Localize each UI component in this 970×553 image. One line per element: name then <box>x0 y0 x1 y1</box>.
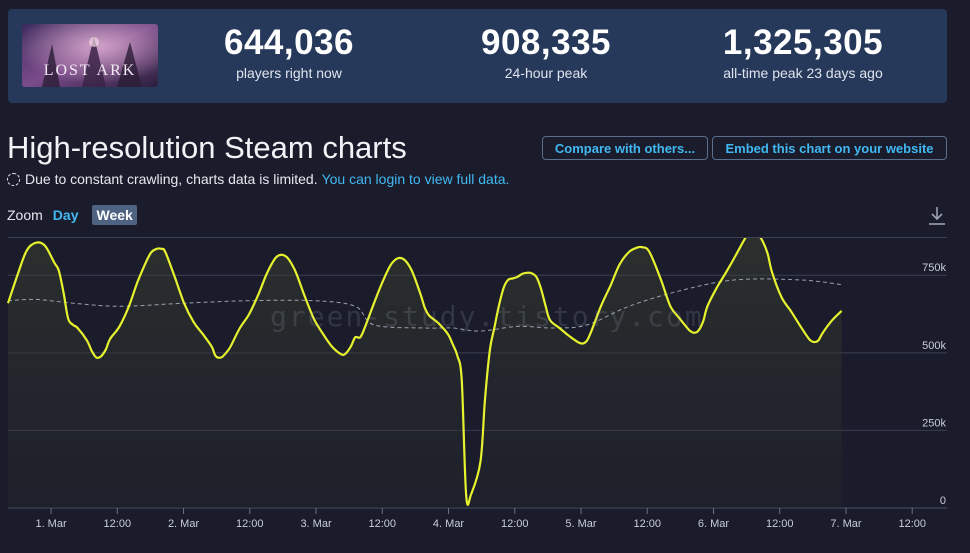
game-logo[interactable]: LOST ARK <box>22 24 158 87</box>
players-line[interactable] <box>6 238 843 507</box>
download-icon[interactable] <box>927 205 947 227</box>
x-tick-label: 2. Mar <box>168 518 200 530</box>
notice-text: Due to constant crawling, charts data is… <box>25 171 318 187</box>
y-axis-labels: 0 250k 500k 750k <box>922 262 946 507</box>
compare-button[interactable]: Compare with others... <box>542 136 708 160</box>
player-count-chart[interactable]: 0 250k 500k 750k 1. Mar 12:00 2. Mar 12:00 3. M… <box>0 238 970 553</box>
current-players-label: players right now <box>236 65 342 81</box>
page-title: High-resolution Steam charts <box>7 130 407 165</box>
peak-24h-value: 908,335 <box>480 23 612 62</box>
x-tick-label: 12:00 <box>104 518 132 530</box>
zoom-controls: Zoom Day Week <box>7 205 137 225</box>
embed-button[interactable]: Embed this chart on your website <box>712 136 947 160</box>
y-tick-label: 250k <box>922 417 946 429</box>
current-players-stat: 644,036 players right now <box>169 23 409 82</box>
data-limit-notice: Due to constant crawling, charts data is… <box>7 170 509 188</box>
dashed-circle-icon <box>7 172 20 186</box>
x-tick-label: 6. Mar <box>698 518 730 530</box>
player-area <box>8 238 842 508</box>
game-logo-text: LOST ARK <box>43 62 137 79</box>
y-tick-label: 750k <box>922 262 946 274</box>
x-tick-label: 7. Mar <box>830 518 862 530</box>
x-axis-ticks: 1. Mar 12:00 2. Mar 12:00 3. Mar 12:00 4. Mar 1… <box>35 508 926 530</box>
zoom-week-button[interactable]: Week <box>92 205 137 225</box>
x-tick-label: 12:00 <box>236 518 264 530</box>
login-link[interactable]: You can login to view full data. <box>321 171 510 187</box>
alltime-peak-value: 1,325,305 <box>722 23 884 62</box>
peak-24h-stat: 908,335 24-hour peak <box>426 23 666 82</box>
x-tick-label: 3. Mar <box>300 518 332 530</box>
peak-24h-label: 24-hour peak <box>504 65 588 81</box>
x-tick-label: 12:00 <box>898 518 926 530</box>
x-tick-label: 12:00 <box>766 518 794 530</box>
alltime-peak-label: all-time peak 23 days ago <box>723 65 883 81</box>
current-players-value: 644,036 <box>223 23 355 62</box>
x-tick-label: 12:00 <box>369 518 397 530</box>
x-tick-label: 1. Mar <box>35 518 67 530</box>
y-tick-label: 500k <box>922 340 946 352</box>
x-tick-label: 4. Mar <box>433 518 465 530</box>
chart-top-rule <box>8 237 947 238</box>
x-tick-label: 12:00 <box>501 518 529 530</box>
x-tick-label: 5. Mar <box>565 518 597 530</box>
alltime-peak-stat: 1,325,305 all-time peak 23 days ago <box>683 23 923 82</box>
watermark: green-study.tistory.com <box>270 300 704 333</box>
stats-card: LOST ARK 644,036 players right now 908,3… <box>8 9 947 103</box>
zoom-day-button[interactable]: Day <box>52 207 79 223</box>
zoom-label: Zoom <box>7 207 43 223</box>
y-tick-label: 0 <box>940 495 946 507</box>
game-logo-art <box>22 24 158 87</box>
x-tick-label: 12:00 <box>633 518 661 530</box>
